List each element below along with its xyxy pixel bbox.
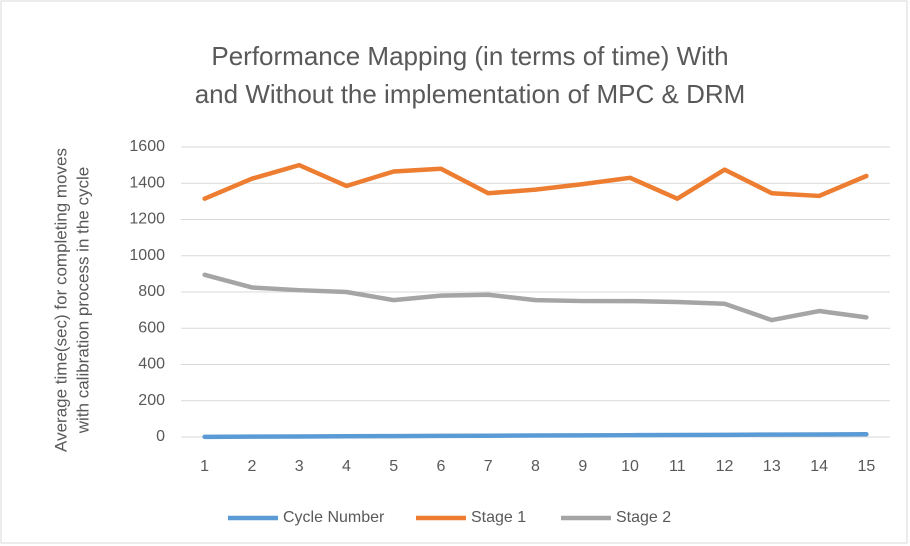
y-axis-label: Average time(sec) for completing moves w…	[51, 148, 92, 452]
y-axis-label-line: with calibration process in the cycle	[73, 167, 92, 434]
x-tick-label: 14	[810, 458, 828, 475]
y-tick-label: 400	[138, 356, 165, 373]
x-tick-label: 8	[531, 458, 540, 475]
x-tick-label: 6	[437, 458, 446, 475]
x-tick-label: 11	[669, 458, 686, 475]
y-tick-label: 800	[138, 283, 165, 300]
y-axis-label-line: Average time(sec) for completing moves	[51, 148, 70, 452]
series-line	[202, 162, 869, 201]
y-tick-label: 200	[138, 392, 165, 409]
y-tick-label: 600	[138, 319, 165, 336]
y-tick-label: 1200	[129, 211, 165, 228]
legend-label: Stage 1	[471, 509, 526, 526]
x-tick-label: 15	[857, 458, 875, 475]
legend-label: Stage 2	[616, 509, 671, 526]
y-tick-label: 1600	[129, 138, 165, 155]
series-line	[202, 432, 869, 440]
x-tick-label: 1	[200, 458, 209, 475]
x-tick-label: 2	[247, 458, 256, 475]
x-tick-label: 7	[484, 458, 493, 475]
y-tick-label: 1400	[129, 174, 165, 191]
chart-title: and Without the implementation of MPC & …	[195, 79, 746, 109]
series-line	[202, 272, 869, 323]
y-tick-label: 0	[156, 428, 165, 445]
chart-title: Performance Mapping (in terms of time) W…	[211, 41, 728, 71]
y-tick-label: 1000	[129, 247, 165, 264]
x-tick-label: 13	[763, 458, 781, 475]
x-tick-label: 5	[389, 458, 398, 475]
legend-label: Cycle Number	[283, 509, 385, 526]
x-tick-label: 4	[342, 458, 351, 475]
x-tick-label: 10	[621, 458, 639, 475]
x-tick-label: 3	[295, 458, 304, 475]
x-tick-label: 9	[578, 458, 587, 475]
x-tick-label: 12	[716, 458, 734, 475]
